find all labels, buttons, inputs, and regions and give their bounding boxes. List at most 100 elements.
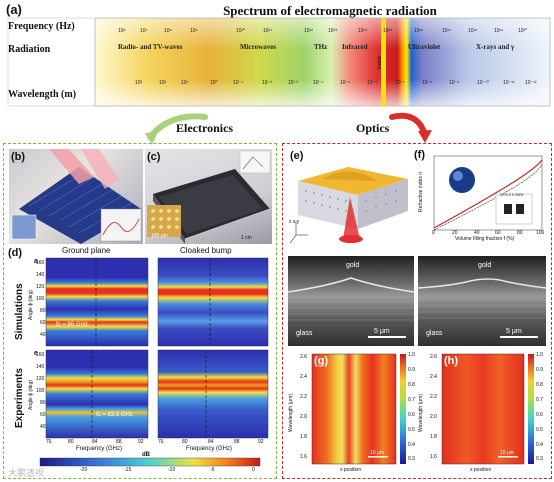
- ytick: 1.6: [430, 454, 437, 460]
- cbar-tick: -10: [168, 467, 176, 473]
- sem-gold-right: gold: [478, 262, 492, 269]
- ytick: 2.2: [430, 394, 437, 400]
- cbar-unit: dB: [142, 452, 150, 458]
- wave-tick: 10³: [135, 80, 143, 86]
- ytick: 100: [36, 388, 45, 394]
- wave-tick: 10⁻³: [288, 80, 298, 86]
- panel-c-letter: (c): [147, 151, 161, 163]
- col-ground-plane: Ground plane: [62, 246, 111, 255]
- xtick: 84: [92, 439, 98, 445]
- panel-g-yticks: 2.6 2.4 2.2 2.0 1.8 1.6: [300, 354, 312, 464]
- ytick: 80: [40, 308, 46, 314]
- freq-tick: 10¹⁶: [414, 28, 424, 34]
- spectrum-title: Spectrum of electromagnetic radiation: [223, 3, 437, 18]
- xtick: 80: [517, 230, 523, 236]
- band-thz: THz: [314, 43, 328, 51]
- freq-tick: 10¹⁹: [494, 28, 504, 34]
- panel-d-letter: (d): [8, 247, 23, 259]
- cbar-tick: 0.9: [536, 367, 543, 373]
- panel-g-cbar-ticks: 1.0 0.9 0.8 0.7 0.6 0.5 0.4 0.3: [408, 352, 420, 464]
- cbar-tick: 0.3: [536, 456, 543, 462]
- ytick: 120: [36, 376, 45, 382]
- band-ultraviolet: Ultraviolet: [408, 43, 441, 51]
- wave-tick: 10⁻¹: [233, 80, 243, 86]
- yticks-exp: 160 140 120 100 80 60 40: [36, 352, 46, 438]
- freq-tick: 10⁹: [190, 28, 198, 34]
- xlabel-freq-left: Frequency (GHz): [76, 446, 123, 452]
- ytick: 1.6: [300, 454, 307, 460]
- cbar-tick: 0.8: [536, 382, 543, 388]
- heatmap-exp-cloaked: [158, 350, 268, 438]
- panel-g-xlabel: x position: [340, 467, 362, 473]
- ytick: 140: [36, 272, 45, 278]
- row-wavelength: Wavelength (m): [8, 89, 77, 100]
- ytick: 1.8: [430, 434, 437, 440]
- ytick: 2.4: [300, 374, 307, 380]
- freq-tick: 10⁶: [118, 28, 126, 34]
- freq-tick: 10¹⁰: [236, 28, 246, 34]
- wave-tick: 10¹: [181, 80, 189, 86]
- xtick: 76: [46, 439, 52, 445]
- xtick: 0: [432, 230, 435, 236]
- fc-sim: fc = 86 GHz: [56, 322, 88, 328]
- sublabel-a: a: [34, 258, 38, 265]
- ytick: 160: [36, 260, 45, 266]
- xtick: 40: [474, 230, 480, 236]
- cbar-tick: 1.0: [536, 352, 543, 358]
- ytick: 2.6: [430, 354, 437, 360]
- wave-tick: 10⁻⁵: [340, 80, 351, 86]
- heatmap-g: [312, 354, 396, 464]
- cbar-tick: 0.4: [408, 442, 415, 448]
- wave-tick: 10⁻¹²: [525, 80, 537, 86]
- row-frequency: Frequency (Hz): [8, 21, 75, 32]
- xtick: 100: [536, 230, 545, 236]
- group-optics: Optics: [356, 121, 390, 135]
- xtick: 76: [158, 439, 164, 445]
- cbar-tick: 0.6: [536, 412, 543, 418]
- freq-tick: 10⁷: [140, 28, 148, 34]
- panel-f-xlabel: Volume filling fraction f (%): [455, 236, 515, 242]
- sem-gold-left: gold: [346, 262, 360, 269]
- sublabel-e: e: [34, 350, 38, 357]
- freq-tick: 10⁸: [164, 28, 172, 34]
- cbar-tick: 0.3: [408, 456, 415, 462]
- wave-tick: 10⁻⁶: [367, 80, 378, 86]
- axes-label: z x y: [289, 219, 300, 225]
- cbar-tick: 1.0: [408, 352, 415, 358]
- panel-g-scale: 10 μm: [370, 450, 384, 456]
- cbar-tick: 0.5: [408, 427, 415, 433]
- xlabel-freq-right: Frequency (GHz): [186, 446, 233, 452]
- panel-f-inset: N=3.3 f=33%: [500, 192, 524, 197]
- ytick: 2.0: [300, 414, 307, 420]
- xtick: 80: [182, 439, 188, 445]
- optics-box: [282, 143, 552, 479]
- sem-left: gold glass 5 μm: [287, 256, 415, 346]
- scale-100um: 100 μm: [151, 233, 168, 239]
- cbar-tick: 0.4: [536, 442, 543, 448]
- ytick: 2.2: [300, 394, 307, 400]
- db-colorbar: [40, 458, 260, 466]
- xtick: 20: [452, 230, 458, 236]
- cbar-tick: -20: [80, 467, 88, 473]
- wave-tick: 10⁻⁷: [395, 80, 406, 86]
- heatmap-exp-ground: [46, 350, 148, 438]
- ytick: 40: [40, 332, 46, 338]
- yticks-sim: 160 140 120 100 80 60 40: [36, 260, 46, 346]
- group-arrows: [145, 112, 432, 145]
- spectrum-bar: [7, 17, 551, 107]
- ytick: 160: [36, 352, 45, 358]
- sem-glass-left: glass: [296, 330, 313, 337]
- cbar-tick: -5: [210, 467, 215, 473]
- fc-exp: fc = 83.5 GHz: [96, 412, 133, 418]
- panel-e-letter: (e): [290, 150, 304, 162]
- cbar-tick: 0.9: [408, 367, 415, 373]
- freq-tick: 10¹⁸: [468, 28, 478, 34]
- ytick: 2.0: [430, 414, 437, 420]
- ytick: 40: [40, 424, 46, 430]
- panel-e-image: (e) z x y: [288, 149, 410, 247]
- group-electronics: Electronics: [176, 121, 234, 135]
- wave-tick: 10⁻¹¹: [503, 80, 515, 86]
- ytick: 60: [40, 320, 46, 326]
- ytick: 2.6: [300, 354, 307, 360]
- wave-tick: 10⁰: [210, 80, 218, 86]
